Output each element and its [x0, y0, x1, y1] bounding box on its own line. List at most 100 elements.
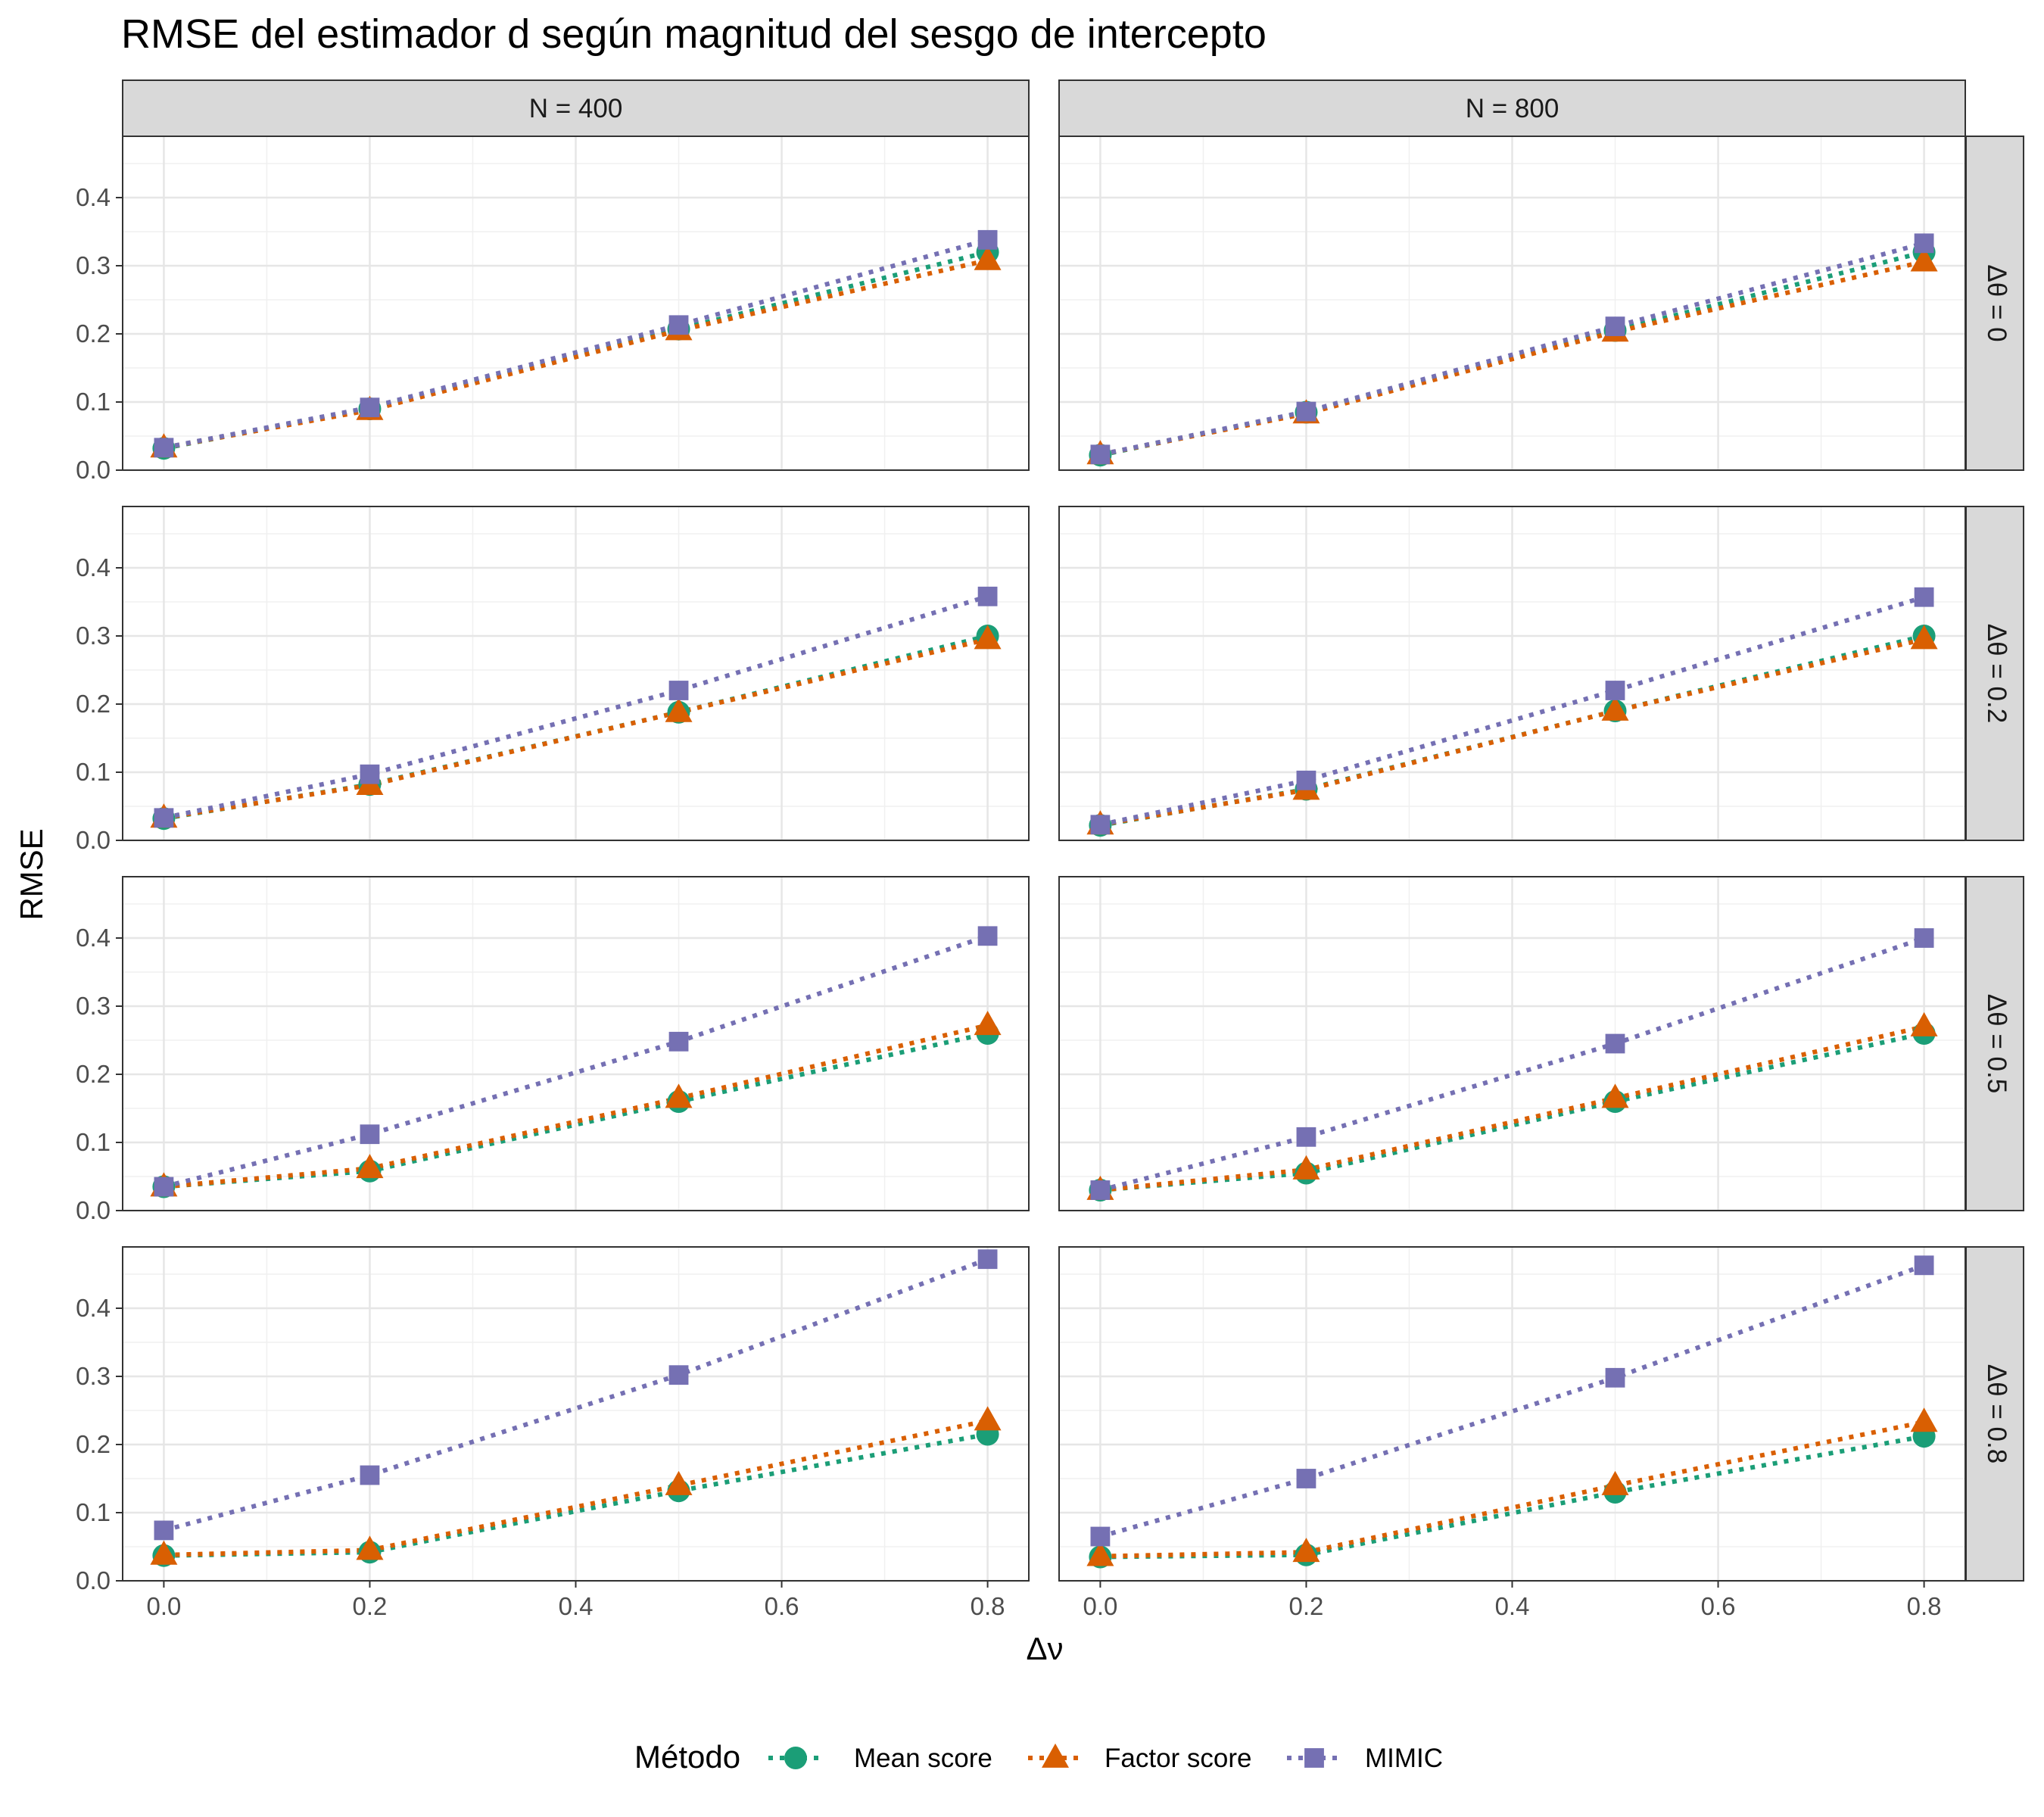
x-axis-title: Δν	[1026, 1631, 1063, 1666]
data-point-factor-score	[1910, 625, 1938, 650]
series-line-mimic	[1099, 594, 1925, 827]
y-axis-row-4: 0.0 0.1 0.2 0.3 0.4	[76, 1294, 123, 1594]
y-tick-label: 0.3	[76, 251, 111, 279]
column-strip-n-800: N = 800	[1058, 79, 1966, 137]
series-line-mimic	[1099, 241, 1925, 457]
x-tick-label: 0.2	[353, 1592, 388, 1620]
panel-col2-row3	[1058, 876, 1966, 1212]
data-point-mimic	[1914, 928, 1934, 948]
panel-col1-row1	[122, 136, 1030, 472]
y-tick-label: 0.4	[76, 183, 111, 211]
panel-border	[1058, 876, 1966, 1211]
legend: Método Mean score Factor score MIMIC	[634, 1739, 1443, 1775]
x-tick-label: 0.8	[1907, 1592, 1942, 1620]
data-point-mimic	[1090, 815, 1111, 835]
y-tick-label: 0.3	[76, 992, 111, 1020]
panel-col1-row2	[122, 506, 1030, 842]
data-point-factor-score	[974, 245, 1002, 270]
y-tick-label: 0.2	[76, 319, 111, 348]
row-strip-1: Δθ = 0	[1965, 136, 2024, 471]
strip-label: Δθ = 0.5	[1982, 994, 2011, 1093]
series-line-mimic	[163, 1257, 989, 1533]
panel-col2-row4	[1058, 1246, 1966, 1582]
strip-label: Δθ = 0.2	[1982, 624, 2011, 723]
y-tick-label: 0.0	[76, 456, 111, 484]
x-tick-label: 0.6	[1701, 1592, 1736, 1620]
data-point-factor-score	[1601, 1470, 1629, 1495]
y-tick-label: 0.3	[76, 622, 111, 650]
legend-label: Factor score	[1105, 1744, 1252, 1773]
chart-title: RMSE del estimador d según magnitud del …	[121, 11, 1267, 57]
data-point-mimic	[360, 1465, 380, 1485]
data-point-mimic	[977, 229, 998, 250]
x-tick-label: 0.4	[1495, 1592, 1530, 1620]
data-point-factor-score	[1601, 1083, 1629, 1108]
row-strip-3: Δθ = 0.5	[1965, 876, 2024, 1211]
strip-label: N = 400	[529, 94, 623, 123]
y-tick-label: 0.4	[76, 553, 111, 581]
legend-item-mean-score: Mean score	[768, 1744, 992, 1773]
series-line-factor-score	[1099, 637, 1925, 827]
data-point-mimic	[668, 1365, 689, 1385]
strip-background	[1058, 79, 1966, 137]
legend-title: Método	[634, 1739, 740, 1775]
series-line-factor-score	[164, 1023, 989, 1189]
data-point-mimic	[1090, 444, 1111, 465]
y-tick-label: 0.4	[76, 924, 111, 952]
y-axis-title: RMSE	[14, 828, 49, 920]
data-point-mimic	[154, 1177, 174, 1197]
data-point-factor-score	[1292, 1155, 1320, 1180]
data-point-factor-score	[1601, 696, 1629, 721]
x-tick-label: 0.8	[971, 1592, 1005, 1620]
data-point-mimic	[977, 1249, 998, 1270]
series-line-factor-score	[1100, 1024, 1925, 1192]
panel-border	[122, 506, 1030, 841]
strip-background	[1965, 136, 2024, 471]
x-tick-label: 0.2	[1289, 1592, 1324, 1620]
panel-col2-row2	[1058, 506, 1966, 842]
data-point-mimic	[977, 586, 998, 606]
column-strip-n-400: N = 400	[122, 79, 1030, 137]
x-axis-col-1: 0.0 0.2 0.4 0.6 0.8	[146, 1581, 1005, 1620]
data-point-factor-score	[1086, 1541, 1114, 1566]
data-point-factor-score	[665, 1470, 693, 1495]
panel-border	[122, 136, 1030, 471]
legend-label: MIMIC	[1365, 1744, 1443, 1773]
y-tick-label: 0.2	[76, 690, 111, 718]
y-tick-label: 0.0	[76, 1196, 111, 1224]
panel-col1-row3	[122, 876, 1030, 1212]
panel-border	[122, 876, 1030, 1211]
x-axis-col-2: 0.0 0.2 0.4 0.6 0.8	[1083, 1581, 1942, 1620]
series-line-factor-score	[164, 1418, 989, 1557]
data-point-mimic	[1605, 316, 1625, 336]
legend-label: Mean score	[854, 1744, 992, 1773]
panels: N = 400 N = 800 Δθ = 0 Δθ = 0.2 Δθ = 0.5 Δθ =…	[122, 79, 2024, 1582]
y-tick-label: 0.4	[76, 1294, 111, 1322]
data-point-mimic	[1605, 1367, 1625, 1388]
data-point-mimic	[154, 808, 174, 828]
row-strip-2: Δθ = 0.2	[1965, 506, 2024, 841]
y-tick-label: 0.0	[76, 1566, 111, 1594]
y-tick-label: 0.1	[76, 1128, 111, 1156]
y-tick-label: 0.0	[76, 826, 111, 854]
data-point-factor-score	[1910, 1407, 1938, 1432]
data-point-factor-score	[1292, 1538, 1320, 1563]
data-point-mimic	[668, 681, 689, 700]
panel-grid	[1059, 877, 1965, 1212]
data-point-mimic	[1605, 681, 1625, 700]
data-point-mimic	[977, 926, 998, 946]
data-point-mimic	[1090, 1180, 1111, 1200]
y-axis-row-3: 0.0 0.1 0.2 0.3 0.4	[76, 924, 123, 1224]
data-point-mimic	[1296, 770, 1316, 790]
legend-key-marker	[1304, 1748, 1324, 1768]
strip-background	[1965, 876, 2024, 1211]
panel-grid	[123, 877, 1029, 1212]
strip-background	[122, 79, 1030, 137]
x-tick-label: 0.0	[146, 1592, 181, 1620]
data-point-mimic	[668, 315, 689, 335]
series-line-factor-score	[163, 637, 989, 821]
data-point-factor-score	[974, 1406, 1002, 1431]
panel-col2-row1	[1058, 136, 1966, 472]
data-point-factor-score	[974, 1011, 1002, 1036]
